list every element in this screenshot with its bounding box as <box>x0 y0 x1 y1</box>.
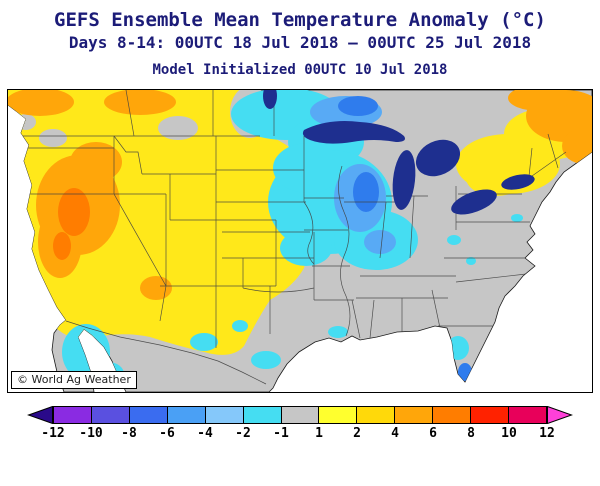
header: GEFS Ensemble Mean Temperature Anomaly (… <box>0 0 600 79</box>
page-title: GEFS Ensemble Mean Temperature Anomaly (… <box>54 9 546 31</box>
colorbar-segment <box>281 407 320 423</box>
lake-ontario <box>501 174 535 190</box>
colorbar-tick-label: 10 <box>501 426 517 441</box>
anomaly-map: © World Ag Weather <box>7 89 593 393</box>
colorbar-tick-label: 12 <box>539 426 555 441</box>
colorbar-tick-label: -8 <box>121 426 137 441</box>
colorbar-tick-label: 6 <box>429 426 437 441</box>
colorbar-segment <box>205 407 244 423</box>
watermark: © World Ag Weather <box>11 371 137 389</box>
colorbar-segments <box>53 406 547 424</box>
lake-winnipeg <box>263 90 277 109</box>
colorbar-segment <box>471 407 510 423</box>
anomaly-map-svg <box>8 90 592 392</box>
colorbar-tick-label: -1 <box>273 426 289 441</box>
colorbar-tick-label: 8 <box>467 426 475 441</box>
colorbar-segment <box>54 407 92 423</box>
lake-huron <box>415 139 461 177</box>
colorbar-segment <box>509 407 546 423</box>
colorbar-segment <box>167 407 206 423</box>
lake-michigan <box>392 150 416 210</box>
colorbar-right-arrow <box>547 406 573 424</box>
colorbar-tick-label: -12 <box>41 426 65 441</box>
colorbar-bar <box>27 406 573 424</box>
colorbar-left-arrow <box>27 406 53 424</box>
great-lakes <box>263 90 535 215</box>
colorbar-tick-label: 1 <box>315 426 323 441</box>
model-init-line: Model Initialized 00UTC 10 Jul 2018 <box>152 62 448 78</box>
lake-erie <box>451 189 497 215</box>
colorbar-tick-label: -10 <box>79 426 103 441</box>
colorbar-segment <box>129 407 168 423</box>
colorbar-segment <box>243 407 282 423</box>
colorbar-segment <box>433 407 472 423</box>
colorbar-tick-label: 2 <box>353 426 361 441</box>
lake-superior <box>302 121 405 144</box>
colorbar-segment <box>91 407 130 423</box>
colorbar: -12 -10 -8 -6 -4 -2 -1 1 2 4 6 8 10 12 <box>27 406 573 446</box>
colorbar-tick-label: -4 <box>197 426 213 441</box>
valid-period-subtitle: Days 8-14: 00UTC 18 Jul 2018 — 00UTC 25 … <box>68 33 532 52</box>
colorbar-tick-label: 4 <box>391 426 399 441</box>
colorbar-segment <box>357 407 396 423</box>
colorbar-segment <box>395 407 434 423</box>
colorbar-segment <box>319 407 358 423</box>
colorbar-tick-label: -2 <box>235 426 251 441</box>
deep-orange-cores <box>53 188 90 260</box>
colorbar-tick-label: -6 <box>159 426 175 441</box>
colorbar-labels: -12 -10 -8 -6 -4 -2 -1 1 2 4 6 8 10 12 <box>27 426 573 446</box>
